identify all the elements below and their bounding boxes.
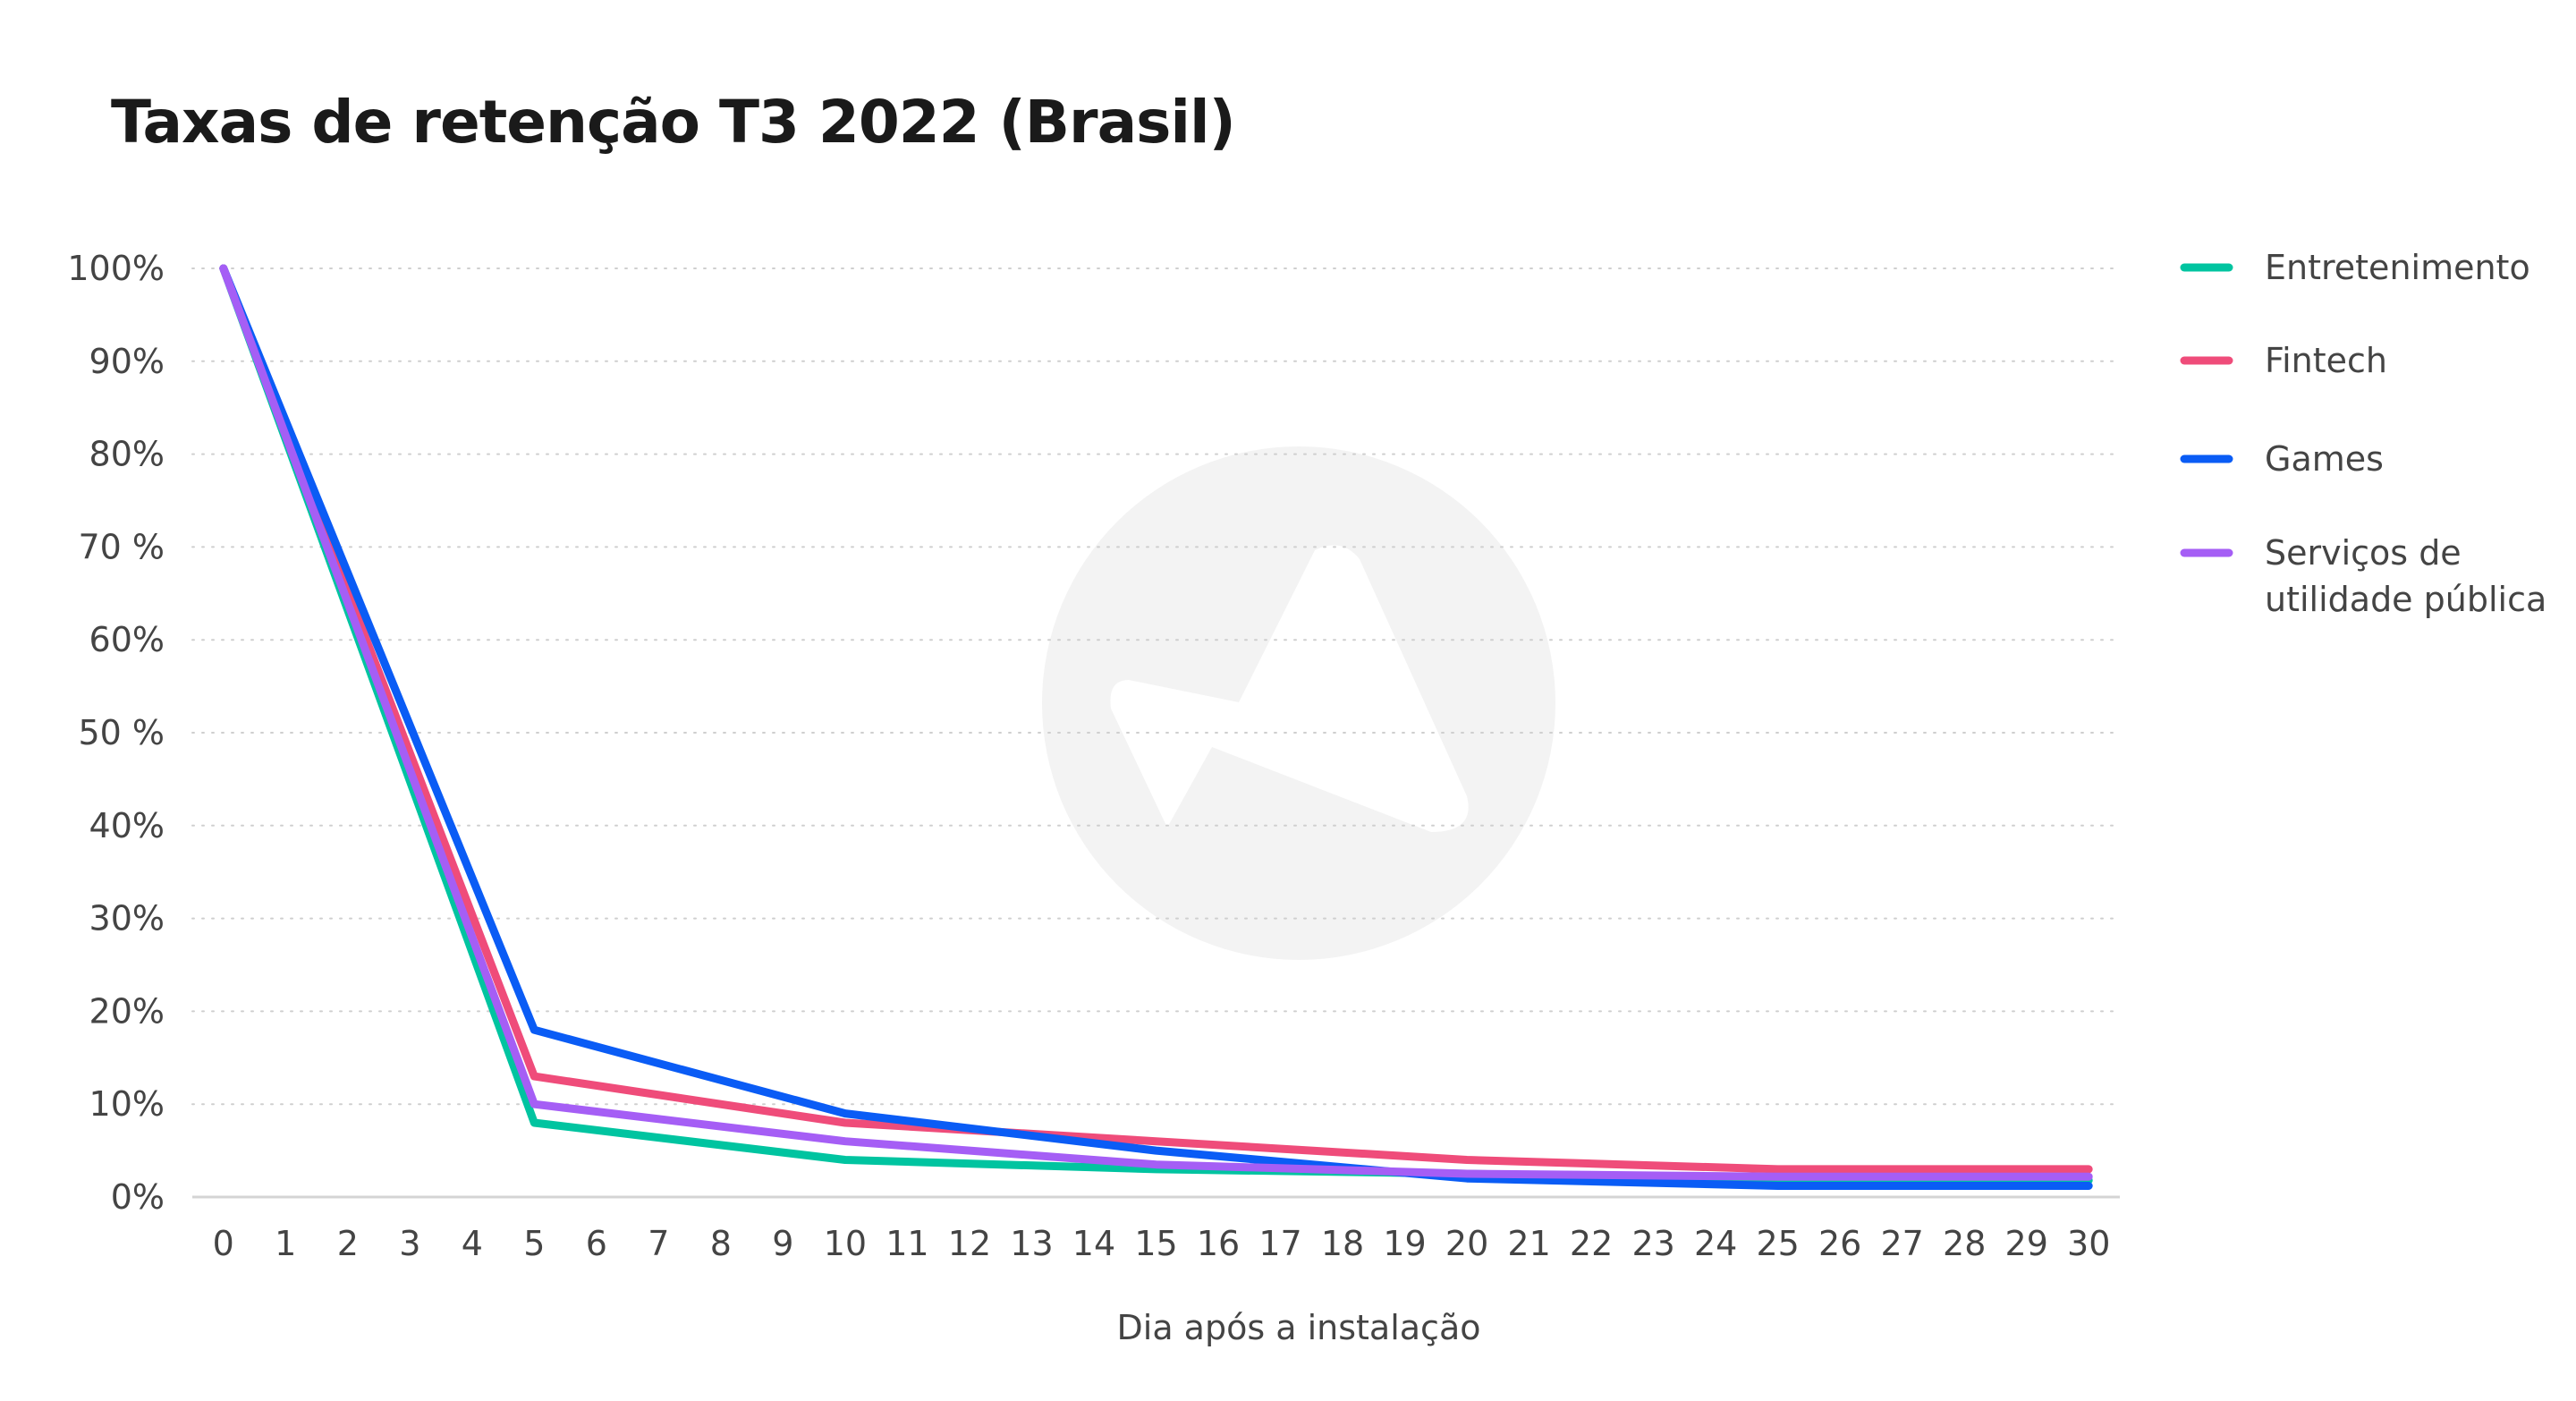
x-tick-label: 12 — [948, 1224, 991, 1263]
x-tick-label: 27 — [1881, 1224, 1924, 1263]
y-tick-label: 90% — [89, 342, 165, 381]
y-tick-label: 40% — [89, 806, 165, 845]
x-tick-label: 22 — [1570, 1224, 1613, 1263]
x-tick-label: 24 — [1694, 1224, 1737, 1263]
x-tick-label: 21 — [1507, 1224, 1550, 1263]
x-tick-label: 0 — [213, 1224, 234, 1263]
x-tick-label: 14 — [1072, 1224, 1115, 1263]
series-line-3 — [219, 264, 2093, 1181]
y-tick-label: 100% — [67, 249, 165, 288]
x-tick-label: 17 — [1258, 1224, 1301, 1263]
y-tick-label: 70 % — [78, 527, 165, 566]
chart-title: Taxas de retenção T3 2022 (Brasil) — [111, 88, 1236, 157]
legend-label-1: Fintech — [2265, 341, 2387, 380]
y-tick-label: 20% — [89, 991, 165, 1031]
legend-label-3: utilidade pública — [2265, 580, 2546, 619]
x-tick-label: 13 — [1010, 1224, 1053, 1263]
legend: Entretenimento Fintech Games Serviços de uti… — [2180, 248, 2546, 619]
series-line-1 — [219, 264, 2093, 1174]
x-tick-label: 26 — [1818, 1224, 1861, 1263]
x-tick-label: 1 — [275, 1224, 296, 1263]
x-tick-label: 30 — [2067, 1224, 2110, 1263]
x-tick-label: 3 — [399, 1224, 420, 1263]
legend-label-2: Games — [2265, 439, 2384, 479]
x-tick-label: 9 — [772, 1224, 793, 1263]
x-tick-label: 15 — [1134, 1224, 1177, 1263]
x-tick-label: 5 — [523, 1224, 545, 1263]
y-tick-label: 80% — [89, 435, 165, 474]
x-tick-label: 19 — [1383, 1224, 1426, 1263]
y-tick-label: 0% — [111, 1177, 165, 1217]
x-tick-label: 6 — [586, 1224, 607, 1263]
grid-lines — [191, 267, 2121, 1106]
x-tick-label: 7 — [648, 1224, 669, 1263]
y-tick-label: 10% — [89, 1084, 165, 1124]
x-tick-label: 16 — [1197, 1224, 1240, 1263]
x-tick-label: 2 — [337, 1224, 359, 1263]
y-tick-label: 30% — [89, 899, 165, 938]
y-tick-label: 60% — [89, 620, 165, 659]
series-line-2 — [219, 264, 2093, 1190]
x-tick-label: 28 — [1943, 1224, 1986, 1263]
legend-label-3: Serviços de — [2265, 533, 2462, 573]
x-tick-label: 29 — [2005, 1224, 2048, 1263]
legend-label-0: Entretenimento — [2265, 248, 2530, 287]
x-tick-label: 10 — [824, 1224, 867, 1263]
x-tick-label: 20 — [1445, 1224, 1488, 1263]
x-tick-label: 18 — [1321, 1224, 1364, 1263]
series-lines — [219, 264, 2093, 1190]
x-tick-label: 4 — [462, 1224, 483, 1263]
x-axis-label: Dia após a instalação — [1117, 1308, 1481, 1347]
watermark-logo — [1042, 446, 1555, 960]
y-tick-label: 50 % — [78, 713, 165, 752]
x-tick-label: 8 — [710, 1224, 732, 1263]
x-tick-label: 23 — [1631, 1224, 1674, 1263]
axes: 100%90%80%70 %60%50 %40%30%20%10%0%0 1 2 3 4… — [67, 249, 2120, 1263]
x-tick-label: 25 — [1756, 1224, 1799, 1263]
x-tick-label: 11 — [886, 1224, 928, 1263]
